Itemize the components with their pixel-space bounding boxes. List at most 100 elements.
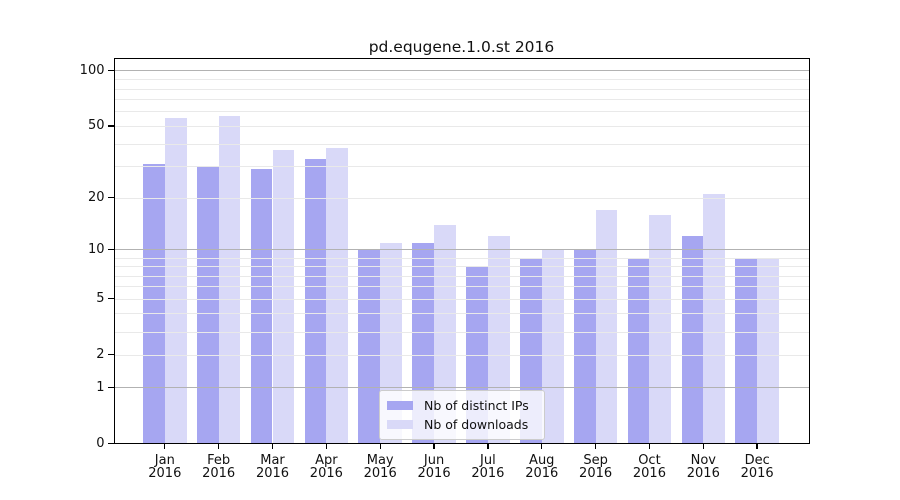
y-gridline-minor: [113, 166, 810, 168]
y-tick: [108, 442, 114, 445]
bar-downloads-aug: [541, 249, 564, 444]
x-tick-label: May 2016: [353, 452, 407, 481]
y-tick-label: 1: [96, 379, 105, 395]
legend: Nb of distinct IPs Nb of downloads: [379, 390, 545, 440]
y-gridline-major: [113, 249, 810, 251]
legend-label-distinct-ips: Nb of distinct IPs: [424, 398, 529, 413]
bar-distinct-ips-may: [358, 249, 381, 444]
y-tick-label: 10: [87, 241, 105, 257]
legend-swatch-distinct-ips: [387, 400, 413, 411]
x-tick-year: 2016: [579, 466, 613, 481]
y-tick-label: 0: [96, 435, 105, 451]
x-tick-month: Jul: [480, 452, 496, 468]
x-tick-month: May: [366, 452, 394, 468]
y-gridline-minor: [113, 354, 810, 356]
x-tick: [594, 443, 597, 449]
x-tick: [541, 443, 543, 449]
x-tick-year: 2016: [740, 466, 774, 481]
bar-distinct-ips-mar: [250, 168, 273, 444]
x-tick-label: Feb 2016: [192, 452, 246, 481]
y-tick-label: 5: [96, 290, 105, 306]
y-gridline-minor: [113, 79, 810, 81]
y-gridline-minor: [113, 266, 810, 267]
x-tick: [702, 443, 704, 449]
y-gridline-minor: [113, 298, 810, 300]
x-tick-label: Apr 2016: [299, 452, 353, 481]
y-tick: [108, 298, 114, 300]
x-tick-month: Aug: [529, 452, 555, 468]
x-tick: [487, 443, 489, 449]
x-tick-month: Jun: [423, 452, 445, 468]
x-tick-year: 2016: [525, 466, 559, 481]
y-gridline-major: [113, 386, 810, 389]
x-tick-label: Jun 2016: [407, 452, 461, 481]
y-gridline-minor: [113, 125, 810, 127]
bar-downloads-jun: [434, 224, 456, 444]
x-tick: [164, 443, 166, 449]
y-gridline-major: [113, 70, 810, 72]
x-tick-month: Feb: [207, 452, 231, 468]
x-tick-year: 2016: [471, 466, 505, 481]
x-tick-label: Jan 2016: [138, 452, 192, 481]
x-tick-month: Mar: [260, 452, 285, 468]
y-tick: [108, 354, 114, 356]
y-gridline-minor: [113, 257, 810, 259]
x-tick-month: Nov: [690, 452, 716, 468]
y-tick: [108, 196, 114, 199]
bar-downloads-jan: [164, 118, 187, 444]
y-gridline-minor: [113, 331, 810, 333]
x-tick-label: Oct 2016: [622, 452, 676, 481]
y-gridline-minor: [113, 99, 810, 101]
x-tick-year: 2016: [363, 466, 397, 481]
x-tick-month: Oct: [638, 452, 661, 468]
x-tick: [379, 443, 381, 449]
bar-distinct-ips-apr: [304, 158, 327, 444]
y-tick: [108, 386, 114, 389]
bar-downloads-nov: [703, 193, 726, 444]
bar-downloads-oct: [649, 214, 672, 444]
x-tick-year: 2016: [417, 466, 451, 481]
y-gridline-minor: [113, 286, 810, 288]
x-tick-label: Jul 2016: [461, 452, 515, 481]
x-tick-month: Apr: [315, 452, 338, 468]
x-tick-month: Jan: [154, 452, 175, 468]
x-tick: [756, 443, 758, 449]
y-gridline-minor: [113, 275, 810, 277]
bar-distinct-ips-feb: [196, 166, 219, 444]
bar-downloads-dec: [757, 257, 779, 444]
bar-distinct-ips-dec: [735, 257, 758, 444]
x-tick: [271, 443, 274, 449]
x-tick-year: 2016: [686, 466, 720, 481]
legend-label-downloads: Nb of downloads: [424, 417, 529, 432]
x-tick-month: Dec: [744, 452, 770, 468]
x-tick-label: Dec 2016: [730, 452, 784, 481]
y-gridline-minor: [113, 197, 810, 199]
y-tick-label: 2: [96, 346, 105, 362]
bar-distinct-ips-sep: [573, 249, 596, 444]
y-tick: [108, 249, 114, 251]
y-tick: [108, 69, 114, 72]
x-tick-year: 2016: [202, 466, 236, 481]
y-gridline-minor: [113, 313, 810, 315]
y-tick-label: 20: [87, 189, 105, 205]
bar-downloads-sep: [595, 210, 618, 444]
x-tick-year: 2016: [255, 466, 290, 481]
x-tick-label: Sep 2016: [569, 453, 623, 481]
x-tick-year: 2016: [632, 466, 666, 481]
legend-item-downloads: Nb of downloads: [387, 417, 534, 432]
legend-item-distinct-ips: Nb of distinct IPs: [387, 398, 534, 413]
chart-title: pd.equgene.1.0.st 2016: [368, 38, 555, 56]
y-tick: [108, 125, 114, 127]
x-tick-label: Mar 2016: [246, 452, 300, 481]
y-tick-label: 100: [79, 62, 105, 78]
bar-downloads-apr: [326, 147, 349, 444]
y-gridline-minor: [113, 143, 810, 145]
x-tick: [648, 443, 651, 449]
x-tick-year: 2016: [309, 466, 343, 481]
bar-downloads-mar: [272, 149, 295, 444]
legend-swatch-downloads: [387, 419, 413, 430]
bar-downloads-feb: [218, 115, 241, 444]
x-tick: [325, 443, 328, 449]
x-tick-year: 2016: [148, 466, 182, 481]
